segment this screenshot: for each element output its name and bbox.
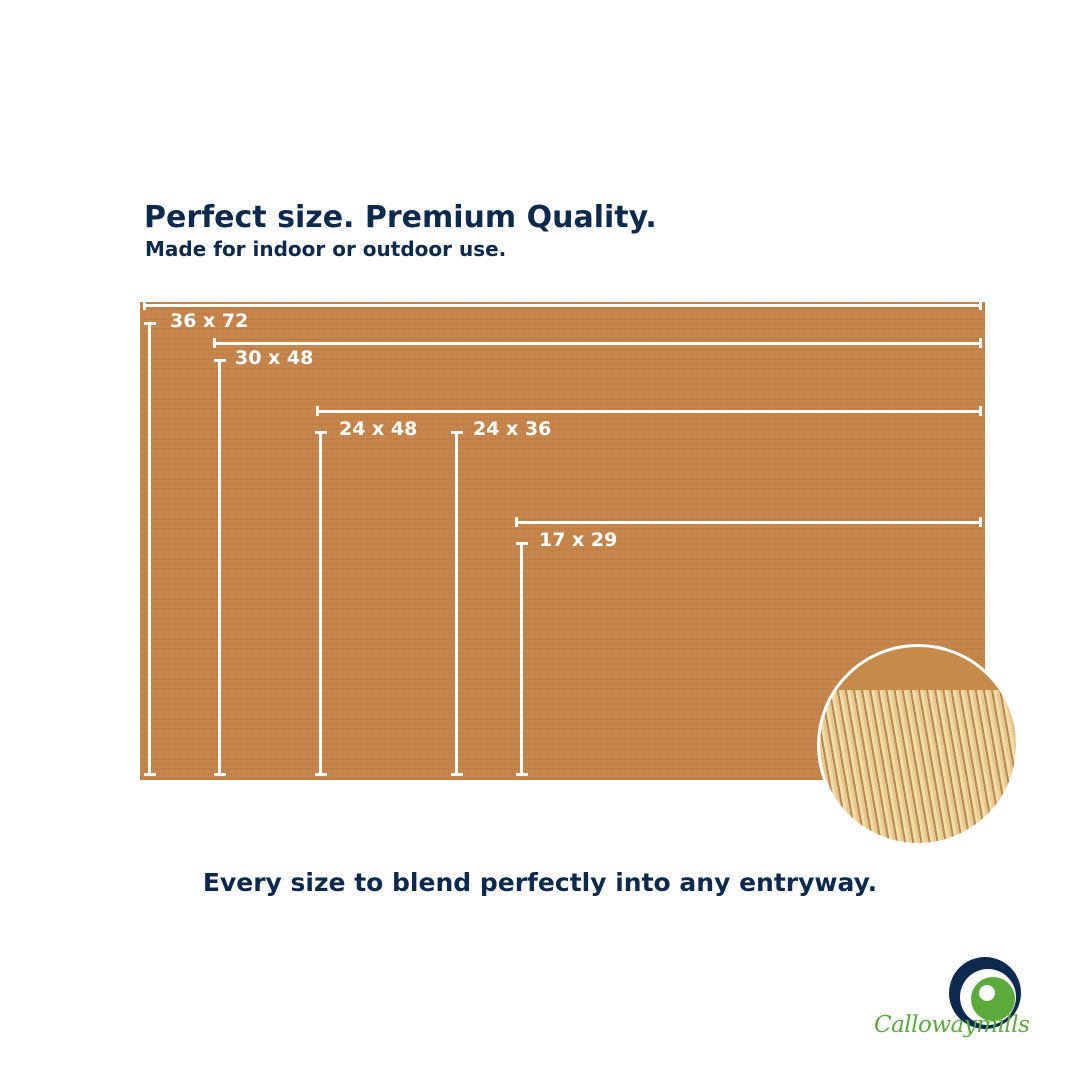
brand-name: Callowaymills: [874, 1012, 1030, 1038]
coir-fiber-closeup: [817, 644, 1019, 846]
size-label: 17 x 29: [539, 529, 618, 551]
size-label: 30 x 48: [235, 347, 314, 369]
subheadline: Made for indoor or outdoor use.: [145, 237, 507, 261]
size-label: 24 x 48: [339, 418, 418, 440]
headline: Perfect size. Premium Quality.: [144, 200, 657, 235]
size-label: 24 x 36: [473, 418, 552, 440]
doormat-image: [140, 302, 985, 780]
brand-logo-icon: [949, 957, 1021, 1029]
tagline: Every size to blend perfectly into any e…: [202, 868, 878, 897]
size-label: 36 x 72: [170, 310, 249, 332]
